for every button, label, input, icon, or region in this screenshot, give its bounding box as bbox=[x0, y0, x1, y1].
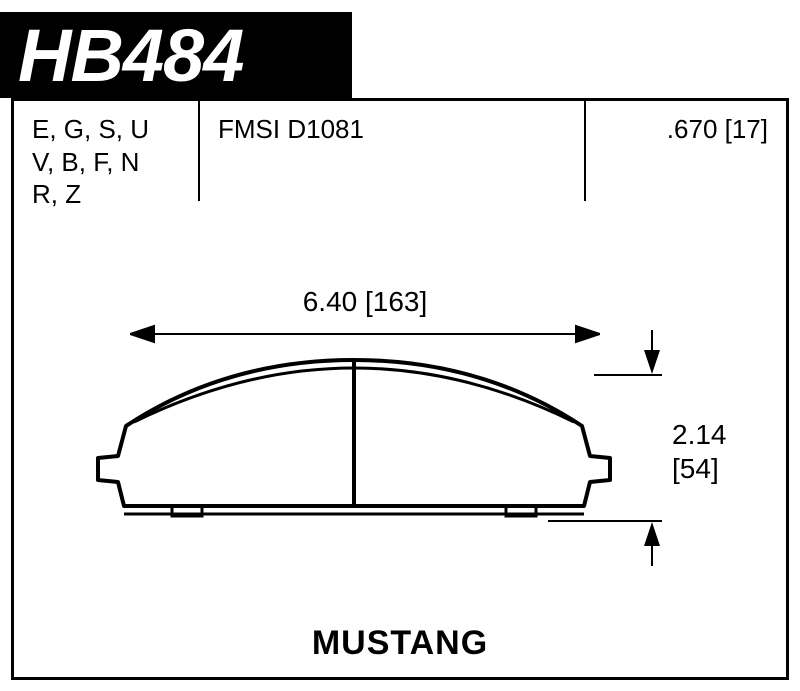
info-row: E, G, S, U V, B, F, N R, Z FMSI D1081 .6… bbox=[14, 101, 786, 201]
height-value-mm: [54] bbox=[672, 452, 772, 486]
fmsi-cell: FMSI D1081 bbox=[200, 101, 586, 201]
width-arrow bbox=[130, 320, 600, 348]
height-value-in: 2.14 bbox=[672, 418, 772, 452]
height-arrow bbox=[638, 330, 666, 566]
compounds-cell: E, G, S, U V, B, F, N R, Z bbox=[14, 101, 200, 201]
compounds-line-1: E, G, S, U bbox=[32, 113, 180, 146]
width-dimension: 6.40 [163] bbox=[130, 286, 600, 353]
fmsi-code: FMSI D1081 bbox=[218, 113, 566, 146]
part-number: HB484 bbox=[18, 13, 243, 98]
compounds-line-3: R, Z bbox=[32, 178, 180, 211]
product-name: MUSTANG bbox=[0, 624, 800, 663]
thickness-value: .670 [17] bbox=[604, 113, 768, 146]
title-bar: HB484 bbox=[0, 12, 352, 98]
width-value: 6.40 [163] bbox=[130, 286, 600, 318]
compounds-line-2: V, B, F, N bbox=[32, 146, 180, 179]
thickness-cell: .670 [17] bbox=[586, 101, 786, 201]
height-dimension: 2.14 [54] bbox=[672, 368, 772, 485]
brake-pad-outline bbox=[76, 356, 636, 546]
